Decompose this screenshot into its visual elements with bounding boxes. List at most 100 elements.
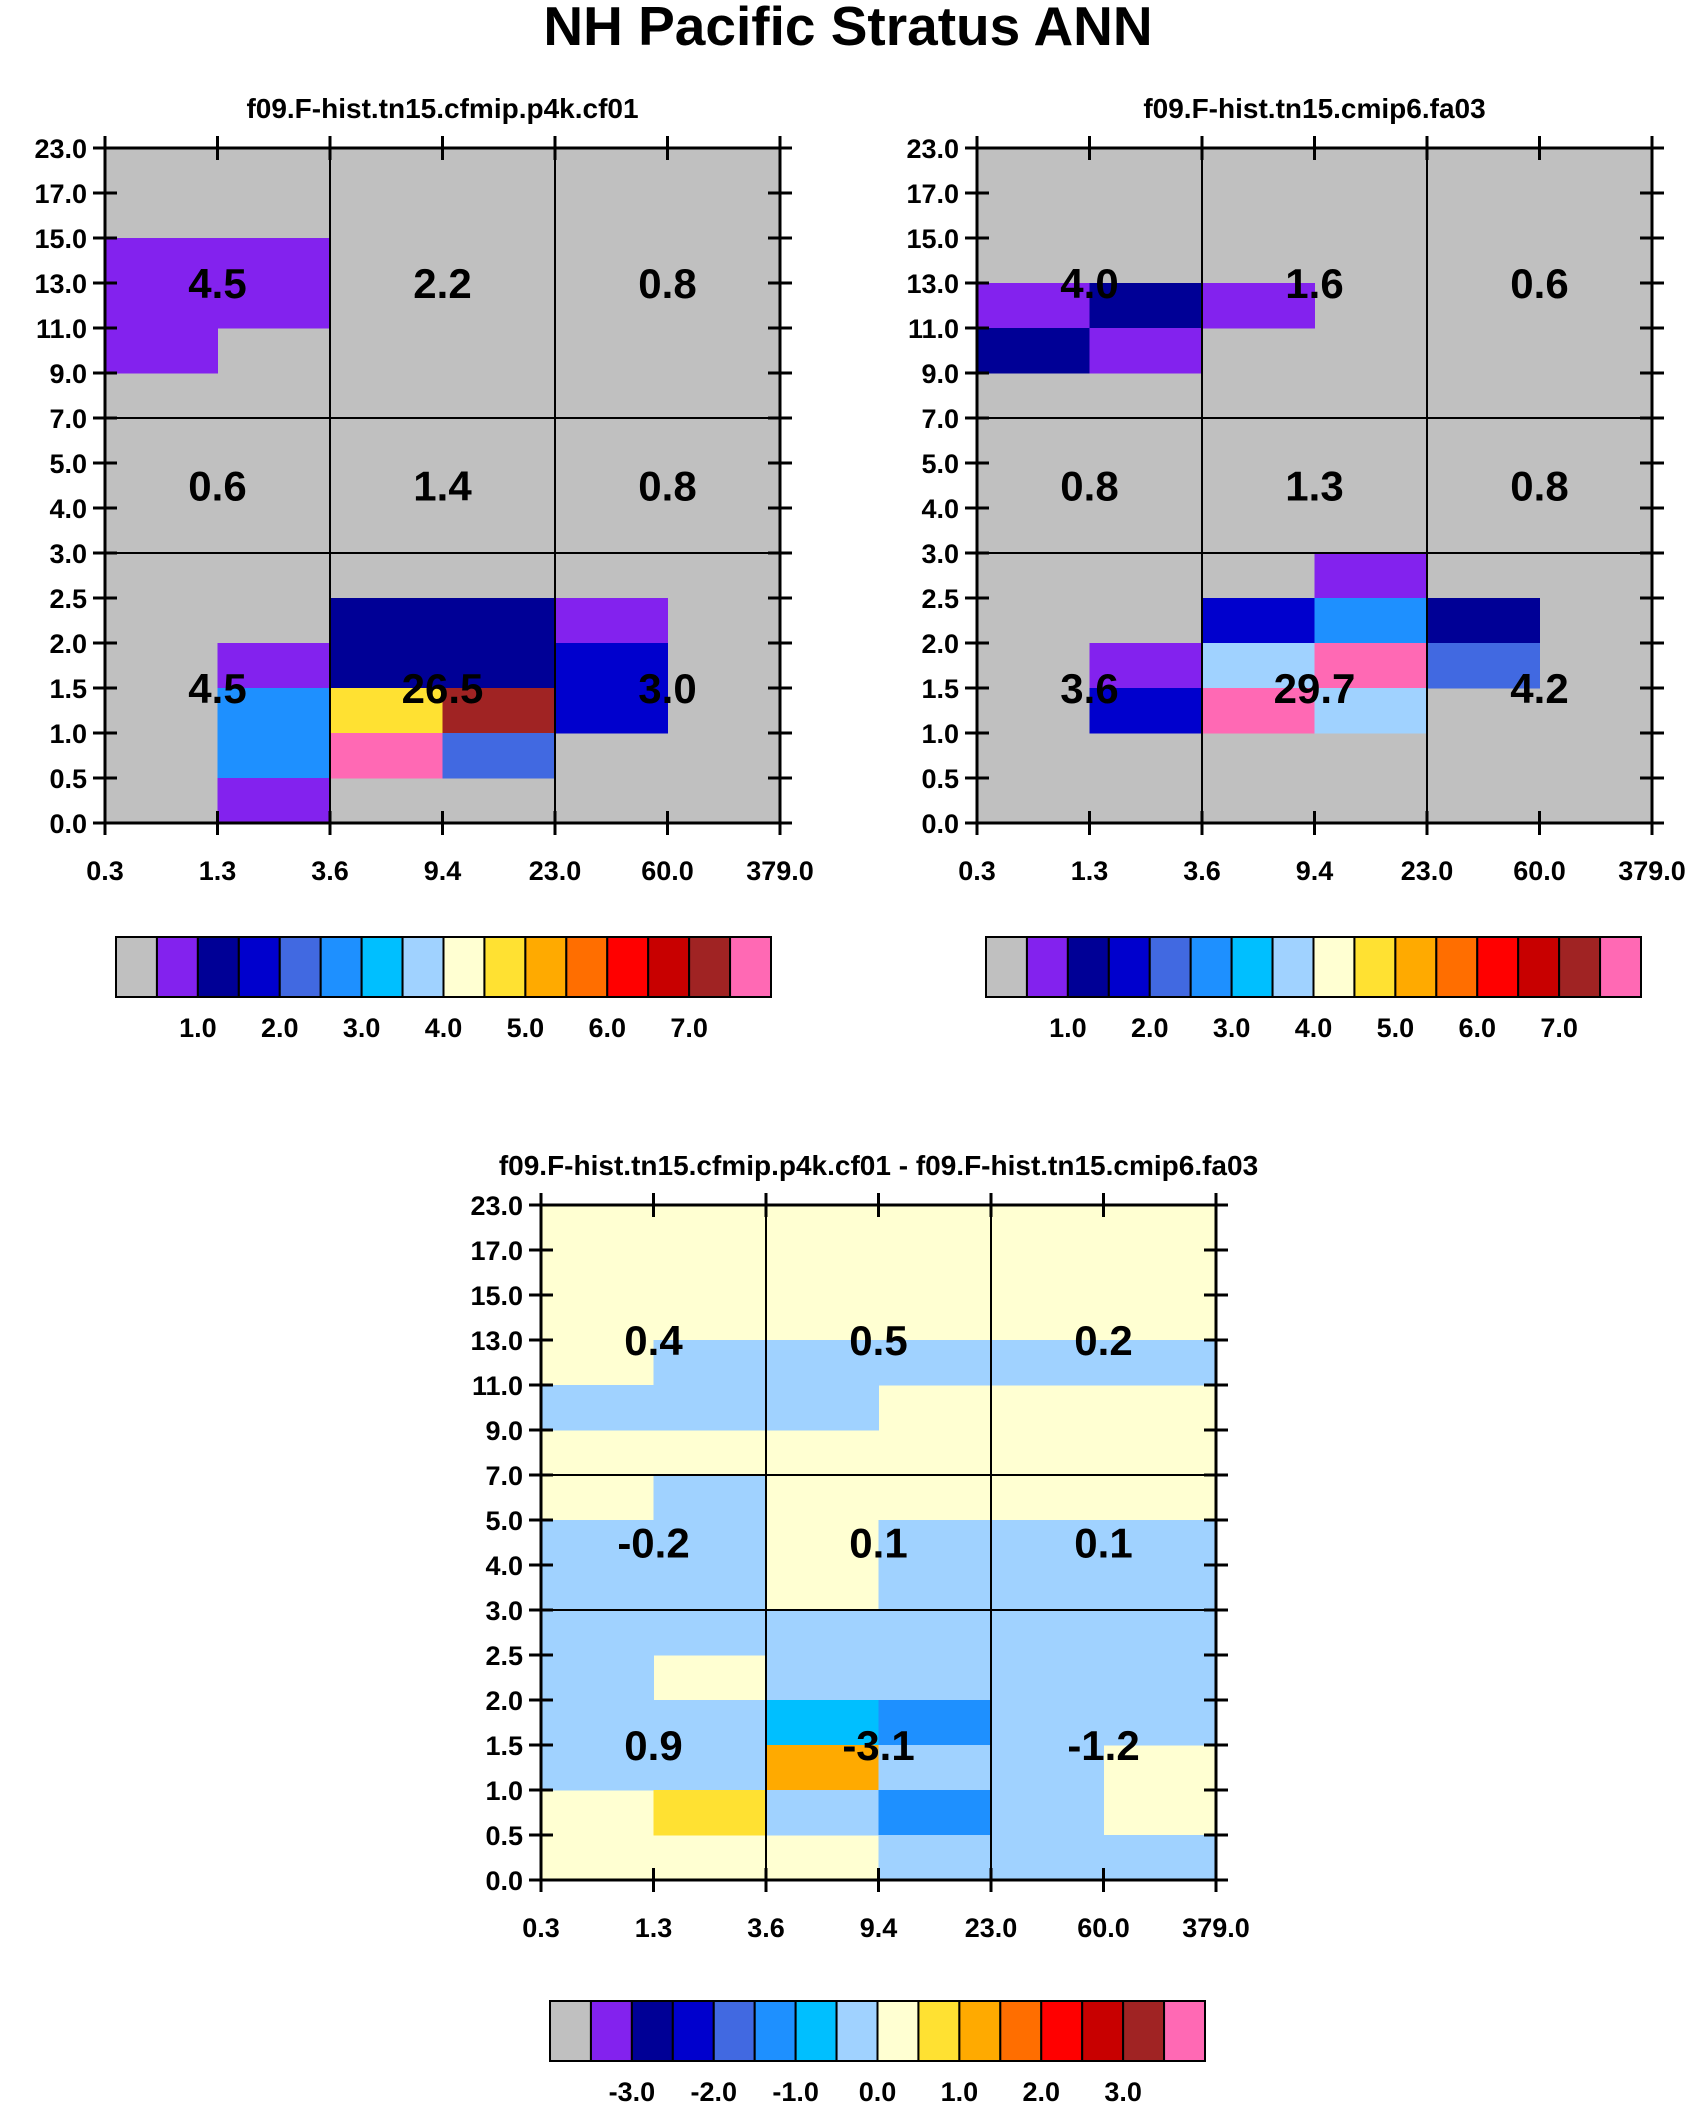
colorbar-box bbox=[115, 936, 158, 998]
histogram-cell bbox=[1427, 598, 1540, 644]
histogram-cell bbox=[653, 1610, 767, 1656]
histogram-cell bbox=[977, 328, 1090, 374]
y-tick-label: 0.5 bbox=[49, 764, 87, 794]
colorbar-box bbox=[483, 936, 527, 998]
y-tick-label: 2.0 bbox=[485, 1686, 523, 1716]
x-tick-label: 3.6 bbox=[747, 1913, 785, 1943]
colorbar-box bbox=[835, 2000, 879, 2062]
histogram-cell bbox=[878, 1340, 992, 1386]
y-tick-label: 23.0 bbox=[906, 134, 959, 164]
colorbar-box bbox=[1353, 936, 1397, 998]
histogram-cell bbox=[878, 1835, 992, 1881]
histogram-cell bbox=[653, 1520, 767, 1566]
histogram-cell bbox=[330, 598, 443, 644]
colorbar-box bbox=[1435, 936, 1479, 998]
histogram-cell bbox=[1202, 688, 1315, 734]
y-tick-label: 23.0 bbox=[470, 1191, 523, 1221]
x-tick-label: 9.4 bbox=[1296, 856, 1334, 886]
x-tick-label: 0.3 bbox=[522, 1913, 560, 1943]
x-tick-label: 23.0 bbox=[965, 1913, 1018, 1943]
histogram-cell bbox=[766, 1655, 879, 1701]
colorbar-box bbox=[1148, 936, 1192, 998]
histogram-cell bbox=[217, 283, 331, 329]
colorbar-label: 6.0 bbox=[1458, 1013, 1496, 1043]
box-value-label: 0.5 bbox=[849, 1317, 907, 1364]
colorbar-box bbox=[1230, 936, 1274, 998]
colorbar-box bbox=[647, 936, 691, 998]
colorbar-box bbox=[712, 2000, 756, 2062]
y-tick-label: 2.5 bbox=[49, 584, 87, 614]
box-value-label: 1.6 bbox=[1285, 260, 1343, 307]
histogram-cell bbox=[653, 1745, 767, 1791]
colorbar-box bbox=[360, 936, 404, 998]
histogram-cell bbox=[555, 643, 668, 689]
box-value-label: 0.8 bbox=[638, 260, 696, 307]
histogram-cell bbox=[991, 1700, 1104, 1746]
histogram-cell bbox=[330, 733, 443, 779]
histogram-cell bbox=[541, 1385, 654, 1431]
colorbar-label: 3.0 bbox=[1213, 1013, 1251, 1043]
colorbar-box bbox=[876, 2000, 920, 2062]
colorbar-label: 4.0 bbox=[425, 1013, 463, 1043]
box-value-label: 0.2 bbox=[1074, 1317, 1132, 1364]
colorbar-box bbox=[319, 936, 363, 998]
y-tick-label: 13.0 bbox=[906, 269, 959, 299]
colorbar-box bbox=[753, 2000, 797, 2062]
colorbar-box bbox=[278, 936, 322, 998]
box-value-label: 0.8 bbox=[1510, 463, 1568, 510]
histogram-cell bbox=[330, 643, 443, 689]
colorbar-label: 5.0 bbox=[507, 1013, 545, 1043]
box-value-label: 0.9 bbox=[624, 1722, 682, 1769]
y-tick-label: 0.0 bbox=[485, 1866, 523, 1896]
box-value-label: 0.6 bbox=[1510, 260, 1568, 307]
panel-cfmip-p4k: f09.F-hist.tn15.cfmip.p4k.cf01 0.0 0.5 1.0 1… bbox=[34, 93, 813, 1043]
colorbar-box bbox=[1599, 936, 1642, 998]
histogram-cell bbox=[1103, 1655, 1217, 1701]
colorbar-box bbox=[1025, 936, 1069, 998]
y-tick-label: 15.0 bbox=[906, 224, 959, 254]
y-tick-label: 17.0 bbox=[470, 1236, 523, 1266]
colorbar-label: 7.0 bbox=[670, 1013, 708, 1043]
colorbar-label: -1.0 bbox=[772, 2077, 819, 2103]
histogram-cell bbox=[766, 1700, 879, 1746]
colorbar-box bbox=[917, 2000, 961, 2062]
box-value-label: 0.8 bbox=[638, 463, 696, 510]
histogram-cell bbox=[1103, 1565, 1217, 1611]
y-tick-label: 3.0 bbox=[49, 539, 87, 569]
colorbar-box bbox=[630, 2000, 674, 2062]
colorbar-label: 2.0 bbox=[261, 1013, 299, 1043]
histogram-cell bbox=[442, 733, 556, 779]
histogram-cell bbox=[1314, 688, 1428, 734]
y-tick-label: 17.0 bbox=[34, 179, 87, 209]
histogram-cell bbox=[766, 1340, 879, 1386]
colorbar-box bbox=[589, 2000, 633, 2062]
colorbar-box bbox=[1558, 936, 1602, 998]
histogram-cell bbox=[1314, 598, 1428, 644]
y-tick-label: 17.0 bbox=[906, 179, 959, 209]
histogram-cell bbox=[105, 328, 218, 374]
colorbar-box bbox=[1163, 2000, 1206, 2062]
histogram-cell bbox=[653, 1385, 767, 1431]
box-value-label: 4.2 bbox=[1510, 665, 1568, 712]
colorbar-box bbox=[237, 936, 281, 998]
y-tick-label: 5.0 bbox=[49, 449, 87, 479]
x-tick-label: 0.3 bbox=[86, 856, 124, 886]
colorbar-box bbox=[671, 2000, 715, 2062]
panel-title: f09.F-hist.tn15.cfmip.p4k.cf01 - f09.F-h… bbox=[499, 1150, 1258, 1181]
x-tick-label: 60.0 bbox=[1077, 1913, 1130, 1943]
histogram-cell bbox=[653, 1340, 767, 1386]
box-value-label: -3.1 bbox=[842, 1722, 914, 1769]
x-tick-label: 60.0 bbox=[641, 856, 694, 886]
y-tick-label: 0.5 bbox=[485, 1821, 523, 1851]
histogram-cell bbox=[991, 1745, 1104, 1791]
x-tick-label: 1.3 bbox=[635, 1913, 673, 1943]
colorbar-box bbox=[401, 936, 445, 998]
y-tick-label: 0.5 bbox=[921, 764, 959, 794]
x-tick-label: 23.0 bbox=[1401, 856, 1454, 886]
histogram-cell bbox=[1103, 1520, 1217, 1566]
x-tick-label: 0.3 bbox=[958, 856, 996, 886]
box-value-label: 3.6 bbox=[1060, 665, 1118, 712]
histogram-cell bbox=[991, 1610, 1104, 1656]
panel-title: f09.F-hist.tn15.cmip6.fa03 bbox=[1143, 93, 1485, 124]
